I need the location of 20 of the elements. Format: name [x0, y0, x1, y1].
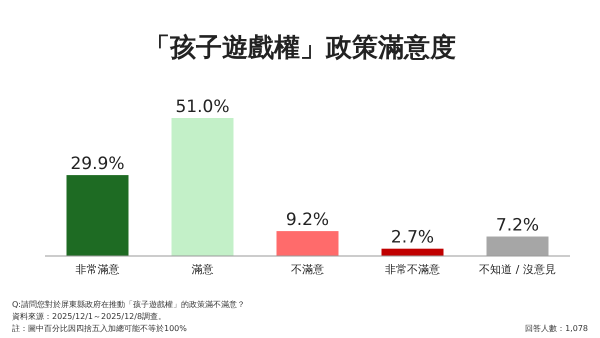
data-label: 7.2%: [496, 216, 540, 236]
text: 註：圖中百分比因四捨五入加總可能不等於100%: [12, 324, 188, 333]
data-label: 2.7%: [390, 228, 434, 248]
x-tick-label: 滿意: [192, 263, 214, 276]
bar: [276, 231, 338, 256]
x-tick-label: 非常滿意: [76, 263, 120, 276]
bar: [172, 118, 234, 256]
bar: [486, 236, 548, 256]
data-label: 29.9%: [70, 154, 125, 174]
x-tick-label: 不滿意: [291, 263, 324, 276]
data-label: 9.2%: [286, 210, 330, 230]
x-tick-label: 不知道 / 沒意見: [479, 263, 556, 276]
chart-title: 「孩子遊戲權」政策滿意度: [144, 33, 456, 63]
text: 回答人數：1,078: [525, 324, 588, 333]
data-label: 51.0%: [175, 97, 230, 117]
text: Q:請問您對於屏東縣政府在推動「孩子遊戲權」的政策滿不滿意？: [12, 300, 245, 309]
bar: [66, 175, 128, 256]
x-tick-label: 非常不滿意: [385, 263, 440, 276]
bar: [382, 248, 444, 256]
source-note: 資料來源：2025/12/1～2025/12/8調查。: [12, 312, 166, 321]
